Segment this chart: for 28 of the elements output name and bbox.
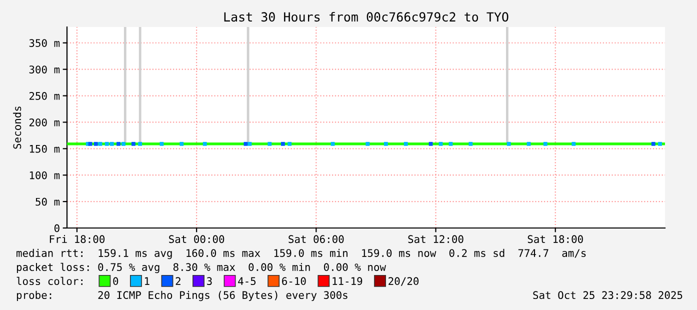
y-tick-label: 250 m <box>29 92 60 100</box>
legend-label: 11-19 <box>332 277 362 286</box>
legend-label: 3 <box>207 277 212 286</box>
legend-label: 20/20 <box>388 277 419 286</box>
legend-label: 4-5 <box>238 277 256 286</box>
text: median rtt: 159.1 ms avg 160.0 ms max 159.0 ms min 159.0 ms now 0.2 ms sd 774.7 am/s <box>16 248 586 260</box>
text: packet loss: 0.75 % avg 8.30 % max 0.00 % min 0.00 % now <box>16 262 386 274</box>
x-tick-label: Sat 12:00 <box>408 235 464 244</box>
legend-label: 1 <box>145 277 150 285</box>
x-tick-label: Fri 18:00 <box>50 235 105 244</box>
legend-label: 2 <box>176 277 180 285</box>
y-tick-label: 50 m <box>36 198 60 206</box>
x-tick-label: Sat 00:00 <box>169 235 224 244</box>
x-tick-label: Sat 18:00 <box>528 235 583 244</box>
legend-label: 0 <box>113 277 118 286</box>
text: probe: 20 ICMP Echo Pings (56 Bytes) every 300s <box>16 290 348 302</box>
y-tick-label: 0 <box>54 224 60 232</box>
y-tick-label: 200 m <box>29 118 60 126</box>
text: Sat Oct 25 23:29:58 2025 <box>533 291 682 300</box>
x-tick-label: Sat 06:00 <box>288 235 344 244</box>
y-tick-label: 300 m <box>29 66 60 74</box>
chart-title: Last 30 Hours from 00c766c979c2 to TYO <box>224 12 508 22</box>
legend-label: 6-10 <box>282 277 306 286</box>
text: loss color: <box>16 276 82 286</box>
y-tick-label: 100 m <box>30 171 60 180</box>
y-tick-label: 350 m <box>29 39 60 47</box>
y-tick-label: 150 m <box>30 144 60 153</box>
y-axis-title: Seconds <box>13 106 22 149</box>
